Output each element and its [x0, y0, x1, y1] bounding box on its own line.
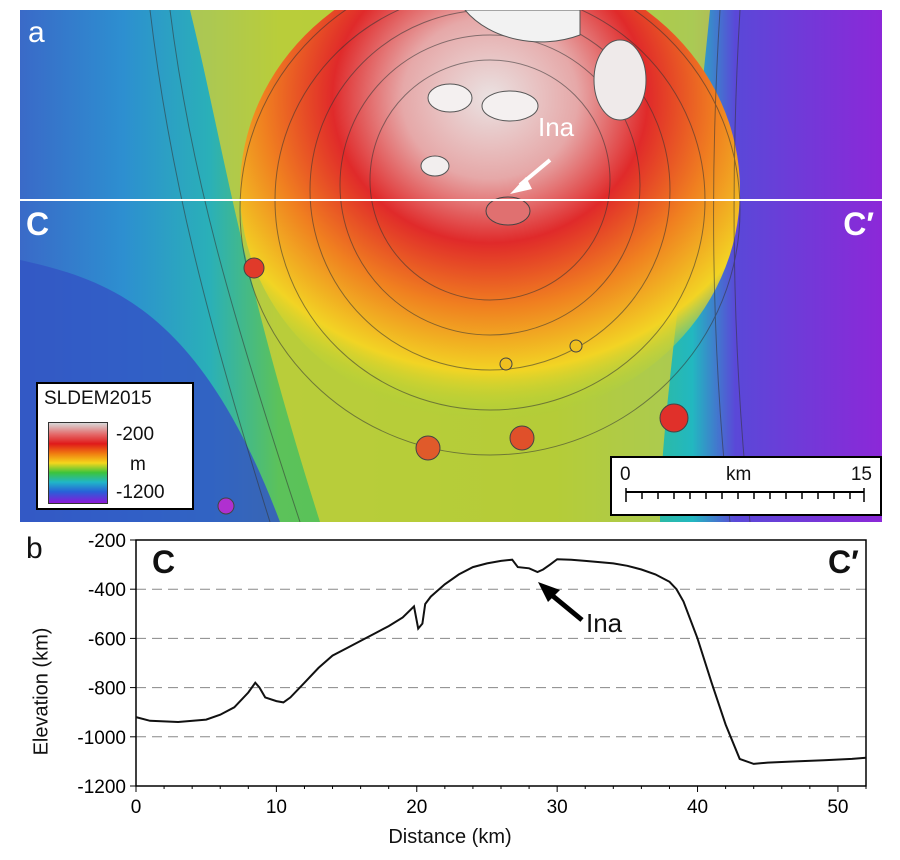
x-tick-label: 20: [406, 797, 427, 818]
x-axis-label: Distance (km): [388, 826, 512, 848]
scale-bar-end: 15: [850, 464, 872, 485]
ina-map-label: Ina: [538, 112, 575, 142]
y-axis-label: Elevation (km): [30, 627, 53, 756]
elevation-legend: SLDEM2015 -200 m -1200: [36, 382, 194, 510]
x-tick-label: 0: [131, 797, 142, 818]
y-tick-label: -200: [88, 531, 126, 552]
profile-series-line: [135, 558, 867, 765]
ina-arrow: [538, 582, 584, 622]
profile-end-label-b: C′: [828, 544, 859, 580]
ina-profile-label: Ina: [586, 608, 623, 638]
scale-bar: 0 km 15: [610, 456, 882, 516]
profile-start-label-b: C: [152, 544, 176, 580]
x-tick-label: 10: [266, 797, 287, 818]
panel-a-letter: a: [28, 16, 45, 49]
y-tick-label: -400: [88, 580, 126, 601]
scale-bar-start: 0: [620, 464, 631, 485]
x-axis-ticks: 0 10 20 30 40 50: [131, 786, 867, 818]
legend-min: -1200: [116, 482, 165, 503]
elevation-map: a C C′ Ina SLDEM2015 -200 m -1200 0 km 1…: [20, 10, 882, 522]
x-tick-label: 50: [827, 797, 848, 818]
plot-frame: [135, 539, 867, 787]
y-tick-label: -800: [88, 679, 126, 700]
scale-bar-ruler: [625, 488, 865, 502]
profile-start-label: C: [26, 206, 50, 242]
grid-lines: [136, 588, 866, 738]
scale-bar-unit: km: [726, 464, 752, 485]
legend-colorbar: [48, 422, 108, 504]
x-tick-label: 40: [687, 797, 708, 818]
legend-title: SLDEM2015: [44, 388, 152, 409]
profile-end-label: C′: [843, 206, 874, 242]
panel-b-letter: b: [26, 532, 43, 565]
y-tick-label: -1200: [77, 777, 126, 798]
elevation-profile-chart: -200 -400 -600 -800 -1000 -1200 0 10 20 30 40 50: [77, 531, 867, 818]
y-tick-label: -600: [88, 629, 126, 650]
legend-unit: m: [130, 454, 146, 475]
legend-max: -200: [116, 424, 155, 445]
y-tick-label: -1000: [77, 728, 126, 749]
y-axis-ticks: -200 -400 -600 -800 -1000 -1200: [77, 531, 136, 798]
x-tick-label: 30: [547, 797, 568, 818]
